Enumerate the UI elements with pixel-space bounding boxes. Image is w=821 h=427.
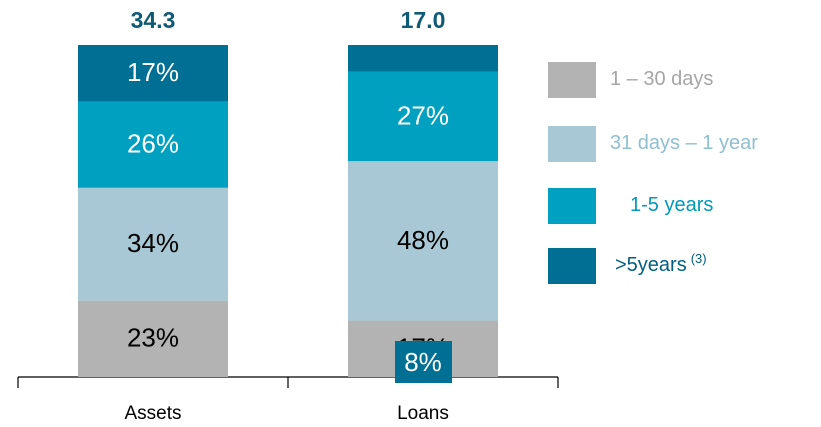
data-label: 27% [397, 100, 449, 130]
legend-label: 31 days – 1 year [610, 132, 758, 154]
total-label: 34.3 [131, 7, 176, 33]
bar-segment [78, 187, 228, 301]
data-label: 34% [127, 228, 179, 258]
label-background [395, 341, 452, 383]
legend-name: >5years [615, 254, 687, 276]
legend-label: 1 – 30 days [610, 68, 713, 90]
bar-segment [78, 101, 228, 188]
data-label: 26% [127, 128, 179, 158]
bar-segment [78, 45, 228, 102]
legend-swatch [548, 248, 596, 284]
data-label: 23% [127, 323, 179, 353]
bar-segment [348, 71, 498, 162]
total-label: 17.0 [401, 7, 446, 33]
legend-label: 1-5 years [630, 194, 713, 216]
data-label: 8% [404, 347, 442, 377]
legend-name: 31 days – 1 year [610, 132, 758, 154]
data-label: 48% [397, 225, 449, 255]
bar-segment [348, 161, 498, 321]
data-label: 17% [127, 57, 179, 87]
bar-segment [348, 45, 498, 72]
x-tick-label: Assets [124, 403, 181, 424]
bar-segment [78, 300, 228, 377]
x-tick-label: Loans [397, 403, 449, 424]
legend-label: >5years (3) [615, 251, 707, 276]
legend-footnote: (3) [691, 251, 707, 266]
legend-name: 1-5 years [630, 194, 713, 216]
legend-swatch [548, 126, 596, 162]
legend-swatch [548, 188, 596, 224]
legend-name: 1 – 30 days [610, 68, 713, 90]
legend-swatch [548, 62, 596, 98]
